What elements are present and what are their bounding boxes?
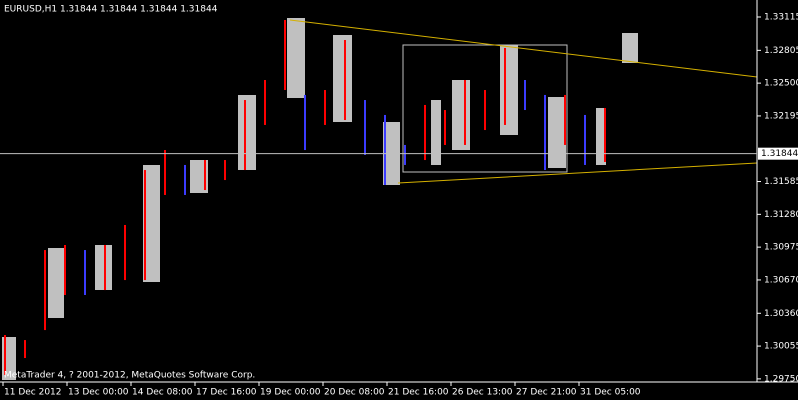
highlight — [238, 95, 256, 170]
x-tick-label: 13 Dec 00:00 — [68, 388, 129, 398]
x-tick-label: 17 Dec 16:00 — [196, 388, 257, 398]
highlight — [333, 35, 352, 122]
highlight — [287, 18, 305, 98]
x-tick-label: 21 Dec 16:00 — [388, 388, 449, 398]
highlight — [190, 160, 208, 193]
highlight — [596, 108, 606, 165]
highlight — [95, 245, 112, 290]
y-tick-label: 1.32195 — [764, 111, 798, 121]
x-tick-label: 11 Dec 2012 — [4, 388, 62, 398]
bars — [4, 20, 606, 376]
highlight — [143, 165, 160, 282]
y-tick-label: 1.30360 — [764, 309, 798, 319]
x-tick-label: 19 Dec 00:00 — [260, 388, 321, 398]
trend-line — [289, 19, 758, 78]
y-tick-label: 1.29750 — [764, 374, 798, 384]
y-tick-label: 1.30055 — [764, 342, 798, 352]
highlight — [48, 248, 64, 318]
highlight — [452, 80, 470, 150]
y-tick-label: 1.31280 — [764, 210, 798, 220]
x-tick-label: 20 Dec 08:00 — [324, 388, 385, 398]
x-tick-label: 27 Dec 21:00 — [516, 388, 577, 398]
current-price-box — [758, 147, 798, 160]
chart-title: EURUSD,H1 1.31844 1.31844 1.31844 1.3184… — [4, 5, 218, 15]
highlight — [500, 45, 518, 135]
highlight — [548, 97, 566, 168]
current-price-label: 1.31844 — [761, 149, 798, 159]
y-tick-label: 1.32500 — [764, 79, 798, 89]
y-tick-label: 1.33115 — [764, 12, 798, 22]
trend-line — [397, 162, 758, 184]
highlight — [622, 33, 638, 63]
selection-box — [402, 44, 568, 173]
y-tick-label: 1.30670 — [764, 275, 798, 285]
footer: MetaTrader 4, ? 2001-2012, MetaQuotes So… — [4, 371, 255, 381]
y-tick-label: 1.31585 — [764, 177, 798, 187]
x-tick-label: 26 Dec 13:00 — [452, 388, 513, 398]
x-tick-label: 14 Dec 08:00 — [132, 388, 193, 398]
y-tick-label: 1.32805 — [764, 46, 798, 56]
highlight — [431, 100, 441, 165]
y-tick-label: 1.30975 — [764, 243, 798, 253]
x-tick-label: 31 Dec 05:00 — [580, 388, 641, 398]
